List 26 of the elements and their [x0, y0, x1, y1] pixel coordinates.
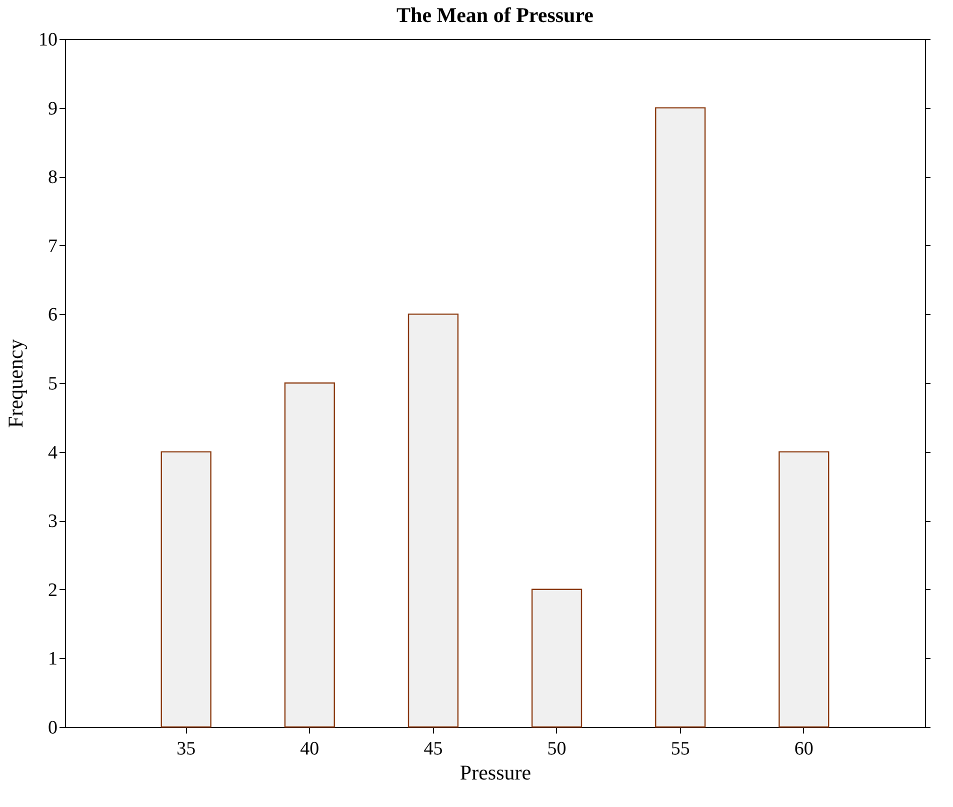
x-tick-label: 35: [176, 738, 196, 760]
bar: [284, 382, 335, 728]
x-tick-label: 55: [670, 738, 690, 760]
chart-title: The Mean of Pressure: [396, 3, 594, 27]
y-tick-label: 5: [48, 374, 58, 394]
y-tick-label: 0: [48, 718, 58, 738]
x-tick-label: 40: [300, 738, 320, 760]
x-axis-title: Pressure: [460, 760, 532, 784]
y-tick-label: 9: [48, 98, 58, 120]
bar: [655, 107, 706, 728]
y-tick-label: 10: [38, 30, 58, 50]
y-tick-label: 2: [48, 580, 58, 601]
x-tick-label: 45: [424, 738, 443, 760]
bar: [778, 451, 830, 728]
y-tick-label: 6: [48, 304, 58, 326]
y-tick-label: 8: [48, 167, 58, 188]
x-tick-label: 50: [547, 738, 566, 760]
x-tick-label: 60: [794, 738, 814, 760]
y-tick-label: 1: [48, 648, 58, 670]
bar: [160, 451, 212, 728]
y-tick-label: 4: [48, 442, 58, 464]
bar: [408, 314, 459, 728]
y-tick-label: 7: [48, 236, 58, 257]
bar: [531, 588, 582, 728]
y-tick-label: 3: [48, 511, 58, 532]
y-axis-title: Frequency: [4, 338, 28, 428]
